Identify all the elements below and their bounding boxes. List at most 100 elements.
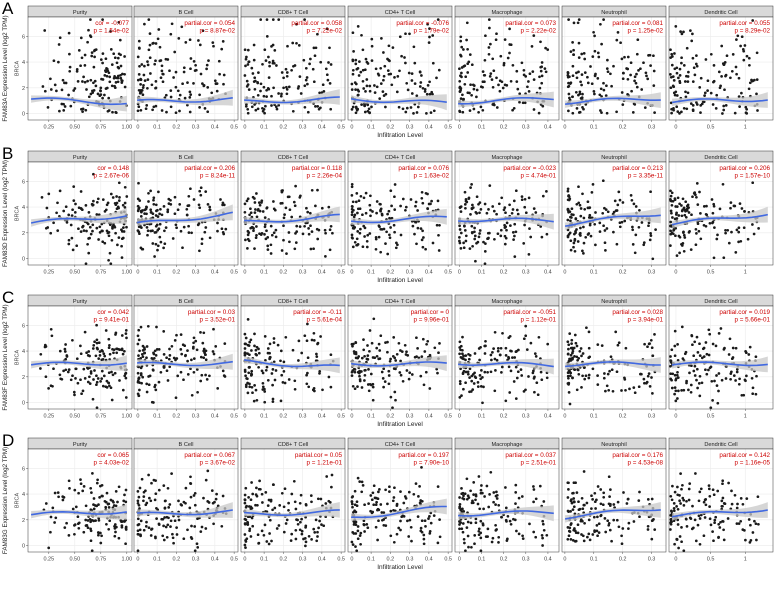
data-point xyxy=(677,546,680,550)
x-tick-label: 0.50 xyxy=(69,414,80,420)
data-point xyxy=(470,93,473,97)
data-point xyxy=(755,538,758,542)
data-point xyxy=(312,46,316,50)
x-tick-label: 0.1 xyxy=(260,557,268,563)
data-point xyxy=(473,352,477,355)
data-point xyxy=(361,213,364,217)
data-point xyxy=(104,70,108,74)
data-point xyxy=(366,344,369,347)
data-point xyxy=(632,202,636,206)
data-point xyxy=(191,347,195,350)
data-point xyxy=(735,228,739,232)
data-point xyxy=(508,203,511,207)
data-point xyxy=(179,229,183,233)
data-point xyxy=(569,499,573,503)
data-point xyxy=(373,91,377,94)
data-point xyxy=(600,42,603,46)
data-point xyxy=(261,106,264,110)
data-point xyxy=(750,78,753,82)
data-point xyxy=(187,194,191,198)
data-point xyxy=(388,236,392,240)
data-point xyxy=(77,491,80,495)
data-point xyxy=(406,88,410,92)
data-point xyxy=(157,380,161,384)
data-point xyxy=(566,537,570,541)
data-point xyxy=(583,57,587,61)
data-point xyxy=(361,245,365,249)
data-point xyxy=(267,87,271,91)
data-point xyxy=(420,74,423,77)
data-point xyxy=(261,385,265,389)
data-point xyxy=(500,196,504,200)
facet-strip-label: Neutrophil xyxy=(601,10,627,16)
data-point xyxy=(734,379,737,382)
data-point xyxy=(319,335,322,338)
data-point xyxy=(682,30,685,34)
data-point xyxy=(751,392,755,396)
p-value: p = 9.41e-01 xyxy=(93,317,129,324)
plot-border xyxy=(668,161,774,266)
data-point xyxy=(107,527,111,531)
data-point xyxy=(599,488,603,491)
data-point xyxy=(612,503,616,506)
data-point xyxy=(309,494,313,497)
facet-strip-label: B Cell xyxy=(179,442,194,448)
data-point xyxy=(146,78,150,81)
data-point xyxy=(420,190,424,194)
data-point xyxy=(246,391,250,395)
data-point xyxy=(365,60,369,64)
x-tick-label: 0.1 xyxy=(260,270,268,276)
data-point xyxy=(741,48,745,51)
data-point xyxy=(597,531,601,534)
p-value: p = 3.67e-02 xyxy=(199,460,235,467)
data-point xyxy=(384,524,388,527)
plot-border xyxy=(347,305,453,410)
data-point xyxy=(479,536,483,540)
x-tick-label: 0.4 xyxy=(425,414,433,420)
data-point xyxy=(45,206,49,210)
data-point xyxy=(136,55,140,59)
confidence-ribbon xyxy=(565,207,661,230)
plot-border xyxy=(454,305,560,410)
data-point xyxy=(502,63,506,67)
data-point xyxy=(351,344,354,348)
data-point xyxy=(204,527,208,530)
data-point xyxy=(141,344,145,348)
data-point xyxy=(287,231,291,234)
x-tick-label: 0.5 xyxy=(707,414,715,420)
data-point xyxy=(642,243,646,247)
data-point xyxy=(258,209,262,213)
data-point xyxy=(469,83,472,87)
data-point xyxy=(646,528,650,531)
data-point xyxy=(623,376,626,380)
data-point xyxy=(79,230,83,233)
data-point xyxy=(284,67,288,71)
data-point xyxy=(272,200,275,203)
data-point xyxy=(171,536,175,540)
data-point xyxy=(119,64,123,68)
data-point xyxy=(146,229,150,233)
data-point xyxy=(319,497,323,501)
facet-strip-label: B Cell xyxy=(179,10,194,16)
data-point xyxy=(473,234,477,238)
data-point xyxy=(350,502,354,506)
data-point xyxy=(462,369,466,373)
data-point xyxy=(89,486,93,490)
data-point xyxy=(653,111,656,114)
data-point xyxy=(463,229,467,232)
data-point xyxy=(546,342,550,346)
data-point xyxy=(360,33,363,37)
x-tick-label: 0.1 xyxy=(153,557,161,563)
data-point xyxy=(168,354,172,357)
data-point xyxy=(204,478,208,482)
data-point xyxy=(86,519,90,522)
x-tick-label: 0 xyxy=(674,125,677,131)
data-point xyxy=(424,191,428,195)
data-point xyxy=(304,66,308,70)
data-point xyxy=(113,84,116,88)
data-point xyxy=(316,341,320,345)
fit-line xyxy=(137,97,233,103)
data-point xyxy=(73,211,77,214)
